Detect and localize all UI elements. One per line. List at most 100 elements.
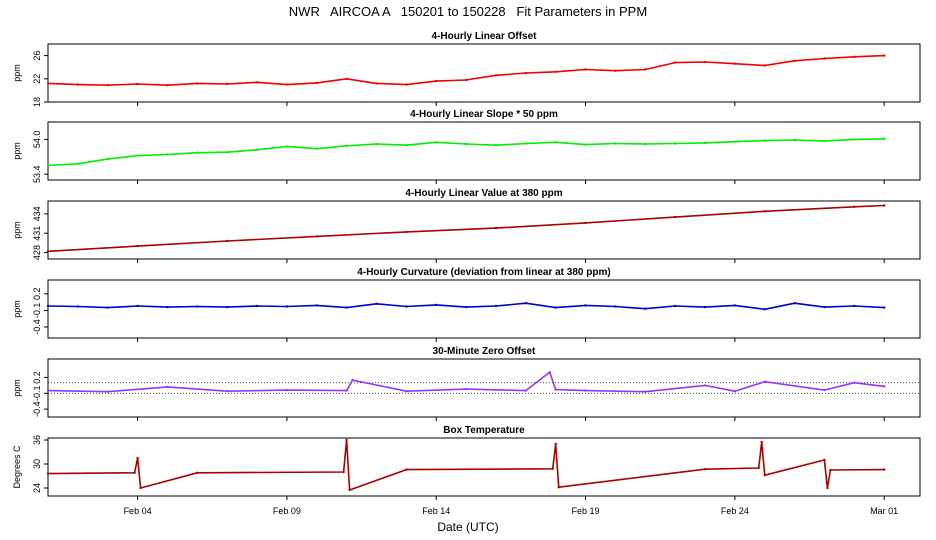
plot-frame bbox=[47, 200, 921, 260]
data-point bbox=[614, 142, 617, 145]
y-tick-label: 0.2 bbox=[32, 371, 42, 384]
data-point bbox=[464, 142, 468, 146]
series-line bbox=[47, 204, 885, 253]
panel-2: 4-Hourly Linear Slope * 50 ppm ppm 53.4 54.… bbox=[12, 109, 921, 184]
data-point bbox=[106, 306, 109, 309]
data-point bbox=[823, 458, 826, 462]
data-point bbox=[584, 389, 587, 392]
data-point bbox=[494, 304, 498, 308]
y-axis-label: Degrees C bbox=[12, 445, 22, 489]
data-point bbox=[46, 250, 50, 253]
y-tick-label: 24 bbox=[32, 483, 42, 493]
data-point bbox=[763, 210, 766, 213]
y-tick-label: 54.0 bbox=[32, 131, 42, 149]
data-point bbox=[733, 304, 736, 307]
panel-title: 4-Hourly Linear Value at 380 ppm bbox=[405, 188, 562, 199]
data-point bbox=[524, 389, 527, 392]
panel-title: 4-Hourly Linear Offset bbox=[431, 31, 537, 42]
data-point bbox=[226, 151, 229, 154]
data-point bbox=[166, 305, 169, 309]
data-point bbox=[345, 438, 348, 442]
data-point bbox=[46, 164, 50, 167]
data-point bbox=[196, 305, 199, 308]
data-point bbox=[285, 388, 289, 392]
data-point bbox=[255, 304, 259, 308]
data-point bbox=[733, 390, 736, 393]
data-point bbox=[136, 304, 139, 308]
data-point bbox=[136, 82, 139, 86]
y-axis-label: ppm bbox=[12, 221, 22, 239]
data-point bbox=[435, 79, 438, 83]
data-point bbox=[763, 139, 766, 142]
data-point bbox=[375, 302, 378, 305]
data-point bbox=[554, 388, 557, 391]
data-point bbox=[405, 390, 408, 393]
data-point bbox=[557, 486, 560, 489]
data-point bbox=[823, 139, 826, 143]
plot-frame bbox=[47, 121, 921, 181]
data-point bbox=[494, 144, 498, 147]
data-point bbox=[757, 466, 760, 470]
data-point bbox=[760, 440, 763, 444]
data-point bbox=[673, 142, 677, 145]
data-point bbox=[551, 467, 554, 470]
data-point bbox=[823, 57, 826, 60]
series-line bbox=[47, 439, 885, 491]
data-point bbox=[46, 82, 50, 85]
data-point bbox=[405, 144, 408, 147]
data-point bbox=[614, 305, 617, 308]
panel-6: Box Temperature Degrees C 24 30 36 bbox=[12, 425, 921, 500]
data-point bbox=[136, 456, 139, 460]
x-axis-label: Date (UTC) bbox=[437, 520, 498, 534]
data-point bbox=[554, 141, 557, 144]
data-point bbox=[226, 82, 229, 86]
data-point bbox=[285, 305, 289, 308]
data-point bbox=[255, 81, 259, 84]
data-point bbox=[166, 153, 169, 156]
data-point bbox=[46, 472, 50, 475]
y-axis-label: ppm bbox=[12, 142, 22, 160]
data-point bbox=[375, 142, 378, 146]
y-tick-label: 428 bbox=[32, 245, 42, 260]
data-point bbox=[853, 381, 856, 384]
data-point bbox=[464, 387, 468, 391]
data-point bbox=[76, 305, 80, 308]
data-point bbox=[883, 54, 886, 57]
data-point bbox=[793, 138, 796, 142]
data-point bbox=[853, 304, 856, 308]
data-point bbox=[883, 385, 886, 388]
data-point bbox=[315, 235, 318, 238]
data-point bbox=[703, 60, 707, 64]
data-point bbox=[853, 205, 856, 208]
data-point bbox=[196, 82, 199, 85]
data-point bbox=[644, 68, 647, 71]
x-axis: Feb 04 Feb 09 Feb 14 Feb 19 Feb 24 Mar 01 bbox=[124, 506, 899, 516]
data-point bbox=[853, 138, 856, 141]
data-point bbox=[883, 204, 886, 207]
data-point bbox=[883, 468, 886, 471]
data-point bbox=[584, 221, 587, 225]
data-point bbox=[673, 215, 677, 219]
panel-title: 4-Hourly Curvature (deviation from linea… bbox=[357, 267, 610, 278]
data-point bbox=[139, 486, 142, 490]
data-point bbox=[106, 84, 109, 87]
data-point bbox=[345, 306, 348, 309]
data-point bbox=[793, 302, 796, 305]
data-point bbox=[673, 304, 677, 308]
data-point bbox=[315, 304, 318, 307]
x-tick-label: Feb 24 bbox=[721, 506, 749, 516]
data-point bbox=[703, 468, 707, 471]
data-point bbox=[644, 307, 647, 310]
data-point bbox=[315, 147, 318, 150]
y-tick-label: 0.2 bbox=[32, 288, 42, 301]
data-point bbox=[76, 83, 80, 86]
y-tick-label: -0.1 bbox=[32, 386, 42, 402]
series-line bbox=[47, 371, 885, 393]
y-tick-label: -0.4 bbox=[32, 401, 42, 417]
data-point bbox=[351, 378, 354, 382]
data-point bbox=[106, 157, 109, 161]
data-point bbox=[464, 305, 468, 309]
data-point bbox=[166, 385, 169, 389]
data-point bbox=[405, 305, 408, 308]
panel-title: Box Temperature bbox=[443, 425, 525, 436]
